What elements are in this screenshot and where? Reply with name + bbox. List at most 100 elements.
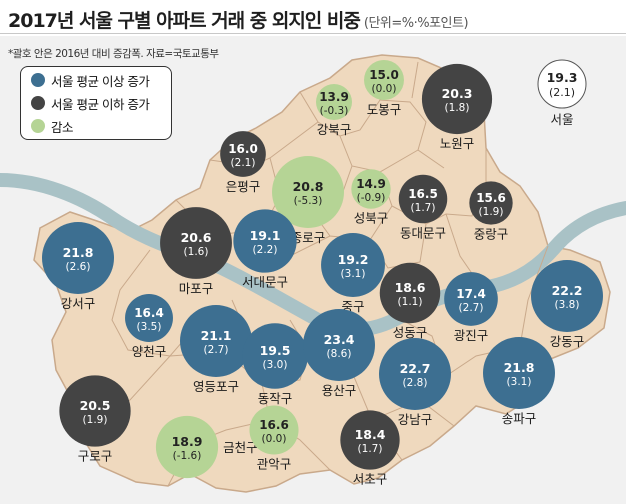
legend-item-above: 서울 평균 이상 증가 [31,70,150,90]
district-change: (3.1) [341,268,366,280]
district-circle [483,337,555,409]
district-marker: 21.8(2.6) 강서구 [42,222,114,311]
district-circle [155,415,219,479]
district-circle [242,323,308,389]
district-value: 22.7 [400,361,431,376]
district-value: 23.4 [324,332,355,347]
district-circle [59,375,131,447]
district-change: (2.6) [66,261,91,273]
district-marker: 20.6(1.6) 마포구 [160,207,232,296]
district-marker: 18.9(-1.6) 금천구 [155,415,258,479]
district-circle [272,156,344,228]
district-marker: 16.4(3.5) 양천구 [125,294,173,359]
district-marker: 21.8(3.1) 송파구 [483,337,555,426]
district-marker: 13.9(-0.3) 강북구 [316,84,352,137]
district-name: 영등포구 [193,379,239,394]
district-marker: 16.6(0.0) 관악구 [249,405,299,472]
district-name: 관악구 [257,457,292,472]
legend-item-below: 서울 평균 이하 증가 [31,93,150,113]
district-value: 19.1 [250,228,281,243]
district-change: (0.0) [262,433,287,445]
district-marker: 21.1(2.7) 영등포구 [180,305,252,394]
district-name: 강동구 [550,334,585,349]
district-change: (1.1) [398,296,423,308]
district-name: 강서구 [61,296,96,311]
district-change: (3.1) [507,376,532,388]
legend-label: 감소 [51,119,74,135]
district-name: 성동구 [393,325,428,340]
district-border [111,249,197,357]
district-circle [469,181,513,225]
district-change: (1.6) [184,246,209,258]
map-panel: 15.0 (0.0) 도봉구 13.9 (-0.3) 강북구 20.3 (1.8) 노원구 16.… [0,36,626,504]
district-border [519,245,549,347]
district-circle [220,131,266,177]
district-change: (2.8) [403,377,428,389]
district-marker: 18.6(1.1) 성동구 [379,262,441,340]
district-circle [340,410,400,470]
district-name: 동작구 [258,391,293,406]
district-value: 18.6 [395,280,426,295]
district-value: 19.2 [338,252,369,267]
district-value: 16.0 [228,142,258,156]
district-change: (0.0) [372,83,397,95]
district-value: 17.4 [456,287,486,301]
district-name: 강남구 [398,412,433,427]
district-change: (3.0) [263,359,288,371]
district-name: 노원구 [440,136,475,151]
title-divider [0,33,626,34]
district-value: 15.0 [369,68,399,82]
district-value: 15.6 [476,191,506,205]
seoul-average-bubble: 19.3 (2.1) 서울 [537,59,587,127]
legend: 서울 평균 이상 증가 서울 평균 이하 증가 감소 [20,66,172,140]
district-circle [233,209,297,273]
district-marker: 16.0(2.1) 은평구 [220,131,266,194]
district-change: (2.2) [253,244,278,256]
district-marker: 22.2(3.8) 강동구 [531,260,603,349]
seoul-average-value: 19.3 [547,70,578,85]
district-circle [303,309,375,381]
district-value: 13.9 [319,90,349,104]
district-border [411,61,419,99]
district-border [379,99,445,169]
district-marker: 18.4(1.7) 서초구 [340,410,400,487]
district-change: (-5.3) [294,195,323,207]
district-marker: 19.1(2.2) 서대문구 [233,209,297,290]
district-circle [321,233,385,297]
district-change: (2.7) [459,302,484,314]
district-value: 21.8 [63,245,94,260]
legend-item-decrease: 감소 [31,116,74,136]
district-change: (-1.6) [173,450,202,462]
district-circle [364,60,404,100]
district-circle [125,294,173,342]
district-circle [316,84,352,120]
district-value: 20.8 [293,179,324,194]
district-change: (-0.9) [357,192,386,204]
district-change: (1.9) [83,414,108,426]
district-circle [42,222,114,294]
district-change: (1.9) [479,206,504,218]
district-change: (1.7) [411,202,436,214]
legend-label: 서울 평균 이하 증가 [51,96,150,112]
district-change: (2.1) [231,157,256,169]
district-circle [160,207,232,279]
district-circle [180,305,252,377]
district-marker: 22.7(2.8) 강남구 [379,338,451,427]
district-name: 금천구 [223,440,258,455]
district-name: 도봉구 [367,102,402,117]
district-marker: 16.5(1.7) 동대문구 [398,174,448,240]
district-value: 20.3 [442,86,473,101]
district-name: 서대문구 [242,275,288,290]
district-name: 종로구 [291,230,326,245]
district-value: 19.5 [260,343,291,358]
district-circle [249,405,299,455]
district-circle [421,63,493,135]
district-marker: 15.0(0.0) 도봉구 [364,60,404,117]
seoul-average-label: 서울 [550,112,573,127]
district-name: 마포구 [179,281,214,296]
district-bubbles: 15.0(0.0)도봉구13.9(-0.3)강북구20.3(1.8)노원구16.… [42,60,603,487]
district-name: 양천구 [132,344,167,359]
district-value: 20.6 [181,230,212,245]
district-change: (1.7) [358,443,383,455]
district-change: (3.8) [555,299,580,311]
